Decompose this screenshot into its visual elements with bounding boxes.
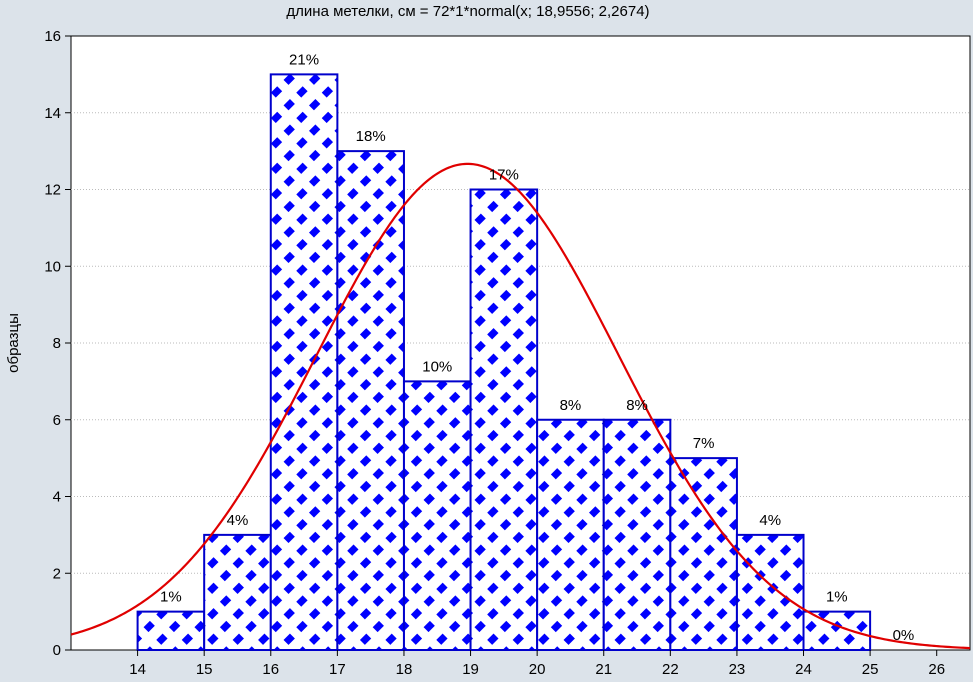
x-tick-label: 26 [928,661,945,678]
bar-percent-label: 0% [893,627,915,644]
y-tick-label: 6 [53,412,61,429]
y-tick-label: 4 [53,489,61,506]
y-tick-label: 2 [53,565,61,582]
bar-percent-label: 7% [693,435,715,452]
data-labels: 1% 4% 21% 18% 10% 17% 8% 8% 7% 4% 1% 0% [160,51,914,644]
x-tick-label: 22 [662,661,679,678]
bar-percent-label: 1% [826,589,848,606]
bar-percent-label: 8% [626,397,648,414]
histogram-bar [402,380,472,651]
bar-percent-label: 1% [160,589,182,606]
x-tick-label: 15 [196,661,213,678]
x-axis-ticks: 14 15 16 17 18 19 20 21 22 23 24 25 26 [129,650,945,678]
histogram-bar [536,418,605,651]
histogram-bar [336,150,405,651]
x-tick-label: 23 [729,661,746,678]
y-axis-label: образцы [5,313,22,373]
histogram-bar [203,533,272,651]
histogram-bar [136,610,206,651]
histogram-bar [735,533,805,651]
histogram-bar [802,610,872,651]
bar-percent-label: 10% [422,358,452,375]
bar-percent-label: 21% [289,51,319,68]
x-tick-label: 17 [329,661,346,678]
bars [136,73,872,651]
x-tick-label: 14 [129,661,146,678]
x-tick-label: 24 [795,661,812,678]
y-tick-label: 12 [44,182,61,199]
x-tick-label: 18 [396,661,413,678]
y-axis-ticks: 0 2 4 6 8 10 12 14 16 [44,28,71,659]
y-tick-label: 10 [44,258,61,275]
bar-percent-label: 18% [356,128,386,145]
bar-percent-label: 4% [759,512,781,529]
normal-fit-curve [70,162,971,650]
chart-title: длина метелки, см = 72*1*normal(x; 18,95… [286,3,649,20]
bar-percent-label: 4% [227,512,249,529]
histogram-bar [602,418,672,651]
x-tick-label: 20 [529,661,546,678]
histogram-bar [469,188,539,651]
y-tick-label: 0 [53,642,61,659]
histogram-bar [669,457,738,651]
bar-percent-label: 17% [489,167,519,184]
x-tick-label: 21 [595,661,612,678]
x-tick-label: 16 [262,661,279,678]
histogram-bar [269,73,339,651]
y-tick-label: 14 [44,105,61,122]
bar-percent-label: 8% [560,397,582,414]
y-tick-label: 8 [53,335,61,352]
x-tick-label: 25 [862,661,879,678]
y-tick-label: 16 [44,28,61,45]
x-tick-label: 19 [462,661,479,678]
